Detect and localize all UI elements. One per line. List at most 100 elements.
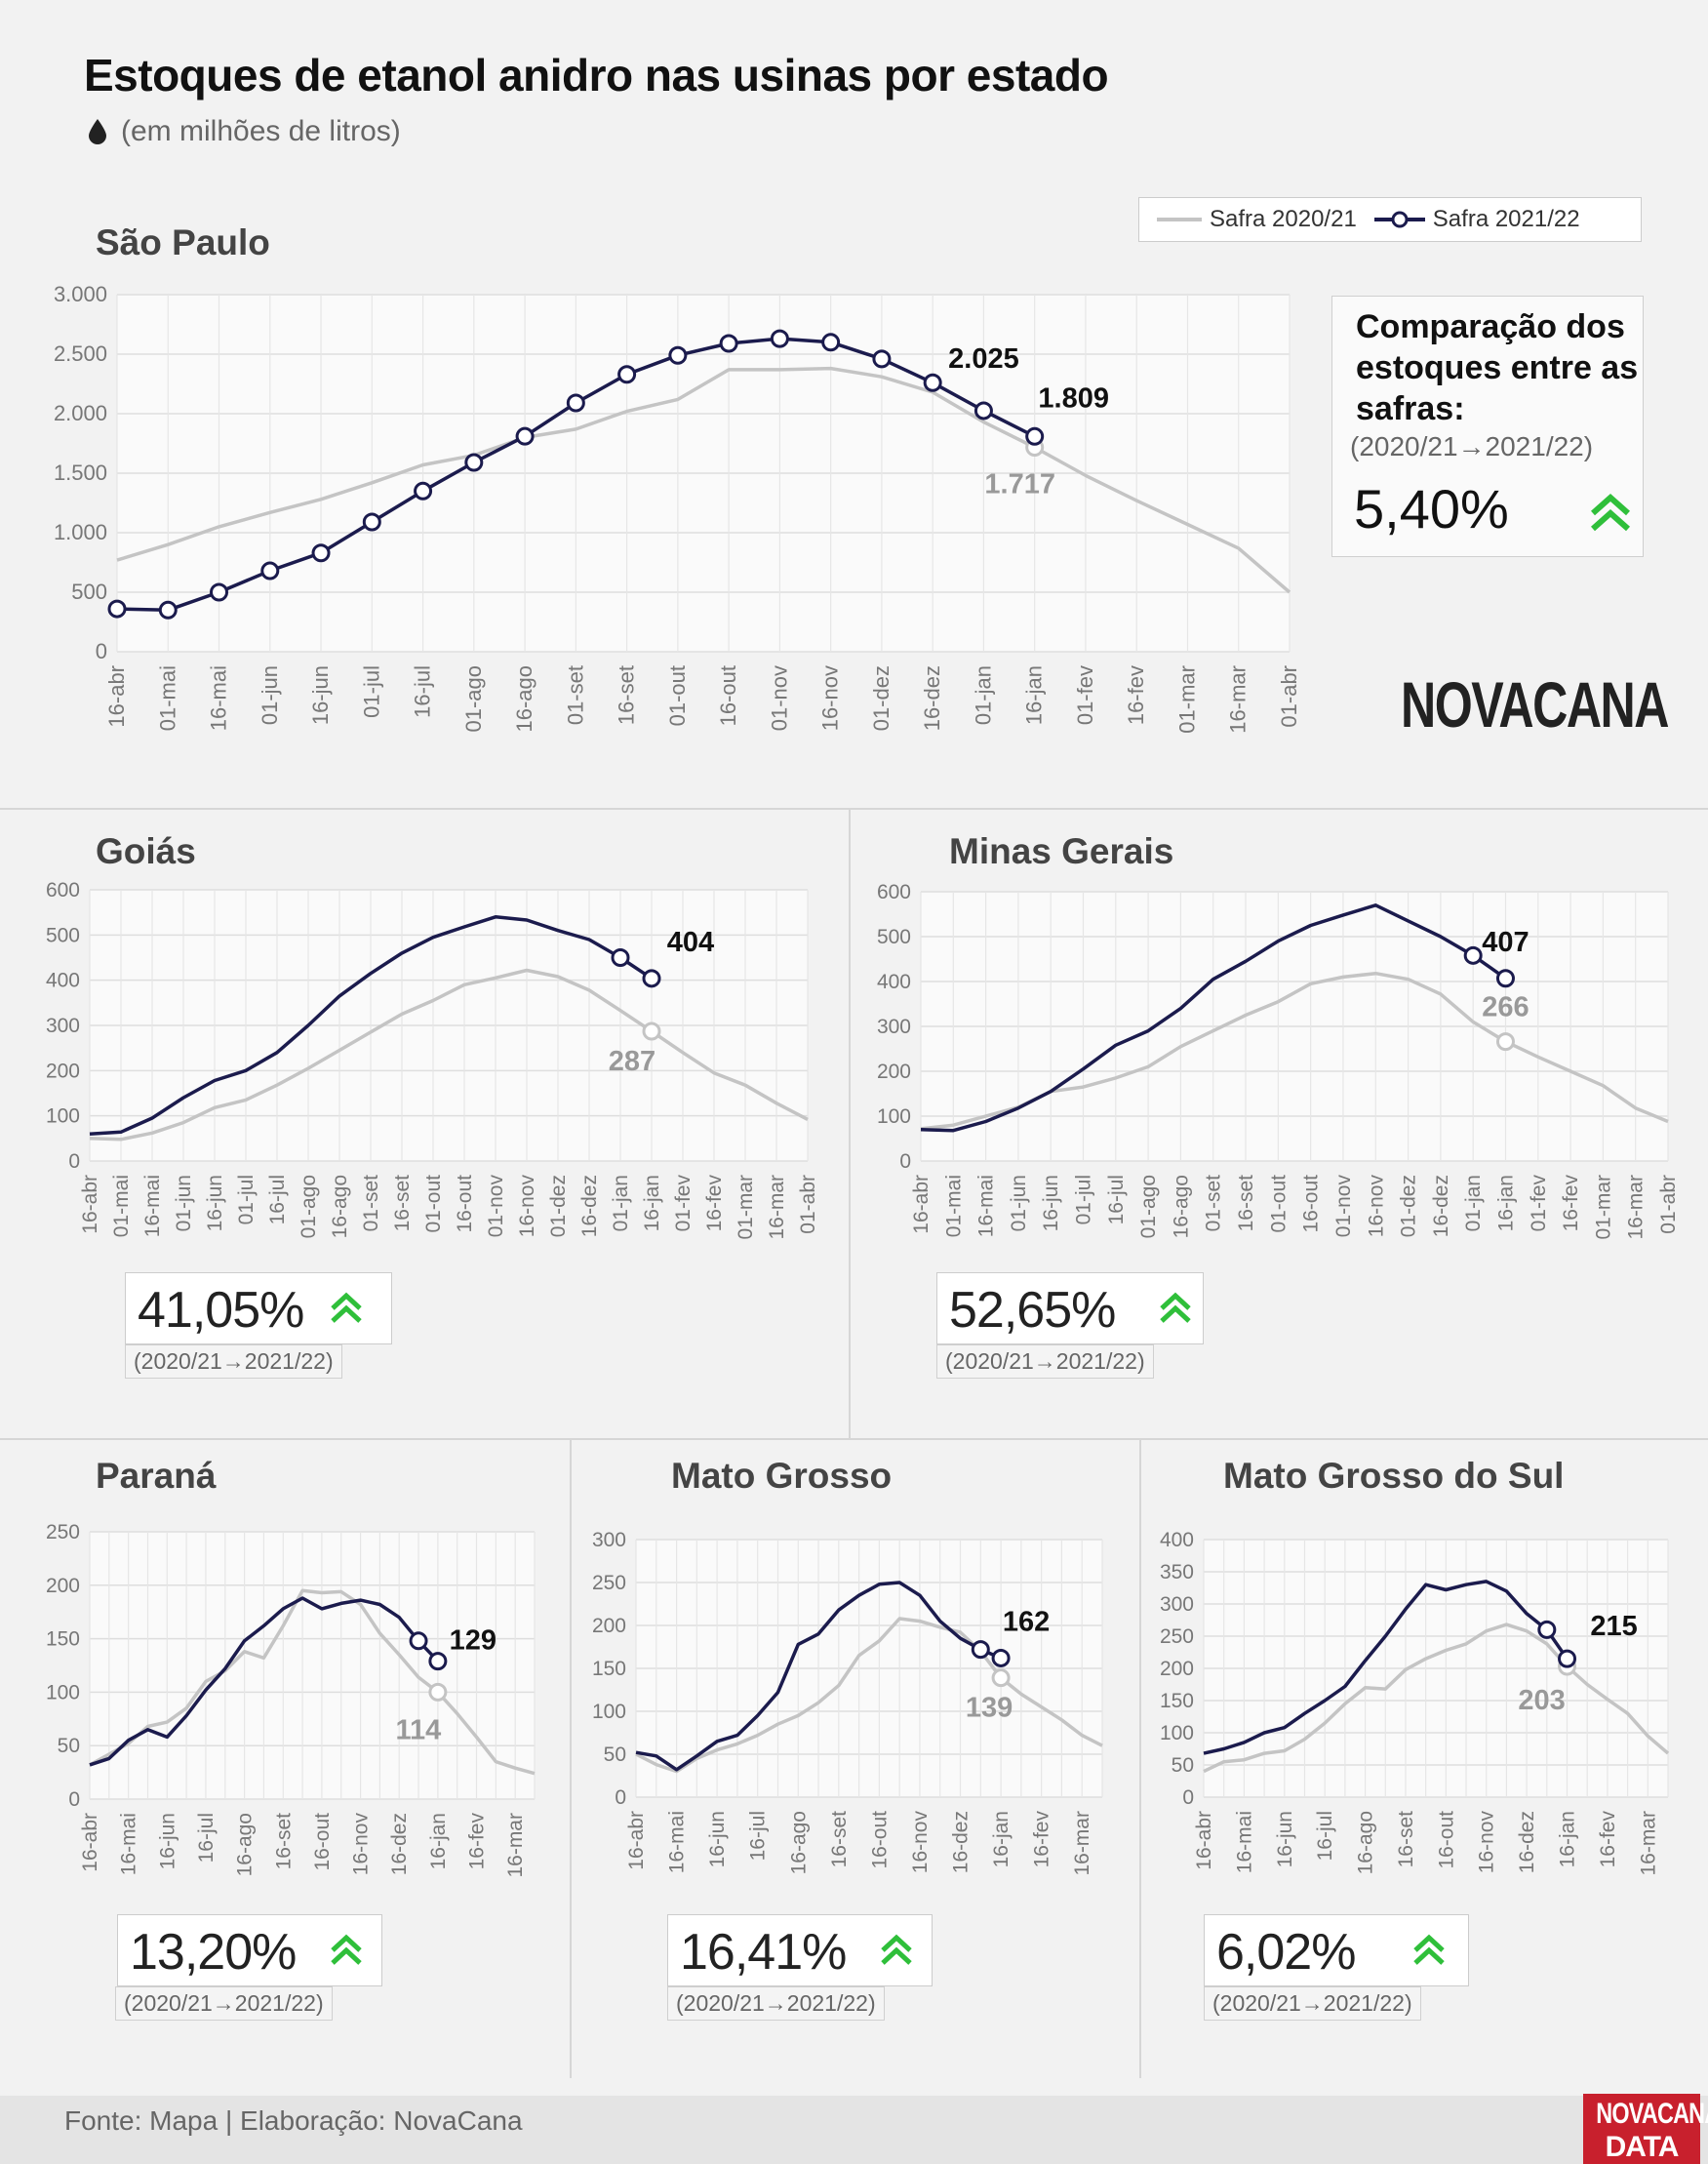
x-tick-label: 01-out	[422, 1175, 445, 1233]
x-tick-label: 16-abr	[1193, 1811, 1215, 1870]
data-point-2020	[428, 1682, 448, 1702]
x-tick-label: 16-jul	[411, 665, 435, 718]
novacana-logo: NOVACANA	[1401, 668, 1669, 741]
double-chevron-up-icon	[881, 1934, 912, 1965]
y-tick-label: 2.500	[54, 341, 107, 366]
x-tick-label: 01-jan	[610, 1175, 632, 1231]
series-line-2020	[1203, 1623, 1670, 1774]
percent-box-ms: 6,02%	[1204, 1914, 1469, 1986]
data-point-2021	[210, 582, 229, 602]
series-line-2020	[635, 1617, 1103, 1774]
value-label: 1.717	[984, 469, 1055, 501]
value-label: 215	[1590, 1611, 1637, 1642]
x-tick-label: 16-nov	[818, 665, 843, 731]
x-tick-label: 16-dez	[1430, 1175, 1452, 1237]
data-point-2021	[158, 600, 178, 620]
y-tick-label: 0	[68, 1150, 80, 1173]
x-tick-label: 01-out	[665, 665, 690, 726]
source-note: Fonte: Mapa | Elaboração: NovaCana	[64, 2105, 523, 2136]
y-tick-label: 150	[592, 1658, 626, 1680]
x-tick-label: 16-fev	[1560, 1175, 1582, 1232]
y-tick-label: 600	[877, 881, 911, 903]
x-tick-label: 16-jun	[1274, 1811, 1296, 1867]
x-tick-label: 16-set	[391, 1175, 414, 1232]
x-tick-label: 16-jun	[156, 1813, 179, 1869]
x-tick-label: 16-out	[716, 665, 740, 726]
x-tick-label: 16-jul	[1314, 1811, 1336, 1861]
data-point-2021	[642, 969, 661, 988]
data-point-2020	[642, 1022, 661, 1041]
y-tick-label: 50	[604, 1743, 626, 1766]
x-tick-label: 01-nov	[767, 665, 791, 731]
comparison-range: (2020/21→2021/22)	[1350, 431, 1594, 461]
comparison-heading: Comparação dos estoques entre as safras:	[1356, 308, 1639, 427]
double-chevron-up-icon	[1413, 1934, 1445, 1965]
y-tick-label: 500	[46, 924, 80, 946]
chart-mt: 0 50 100 150 200 250 300 16-abr 16-mai 16-jun 16-j…	[592, 1529, 1103, 1876]
y-tick-label: 150	[46, 1628, 80, 1651]
data-point-2021	[668, 345, 688, 365]
x-tick-label: 01-ago	[461, 665, 486, 733]
x-tick-label: 16-jun	[706, 1811, 729, 1867]
series-line-2020	[89, 968, 809, 1142]
x-tick-label: 01-jan	[1462, 1175, 1485, 1231]
percent-box-mg: 52,65%	[936, 1272, 1204, 1344]
y-tick-label: 200	[46, 1060, 80, 1082]
data-point-2021	[414, 481, 433, 501]
data-point-2021	[1495, 969, 1515, 988]
x-tick-label: 16-mai	[666, 1811, 689, 1873]
x-tick-label: 16-fev	[703, 1175, 726, 1232]
value-label: 266	[1482, 992, 1529, 1023]
series-line-2021	[1203, 1580, 1569, 1755]
x-tick-label: 01-mai	[942, 1175, 965, 1237]
y-tick-label: 250	[46, 1521, 80, 1543]
range-label-mt: (2020/21→2021/22)	[667, 1986, 885, 2021]
x-tick-label: 16-mar	[1637, 1811, 1659, 1876]
x-tick-label: 16-jul	[1105, 1175, 1128, 1224]
chart-mg: 0 100 200 300 400 500 600 16-abr 01-mai 16-mai 01-…	[877, 881, 1680, 1240]
divider	[1139, 1440, 1141, 2078]
x-tick-label: 01-abr	[1657, 1175, 1680, 1234]
data-point-2021	[617, 365, 637, 384]
y-tick-label: 100	[877, 1105, 911, 1128]
percent-value-go: 41,05%	[138, 1282, 304, 1339]
y-tick-label: 0	[68, 1788, 80, 1811]
data-point-2021	[311, 543, 331, 563]
data-point-2021	[973, 401, 993, 421]
y-tick-label: 600	[46, 879, 80, 902]
value-label: 203	[1518, 1685, 1565, 1716]
comparison-box: Comparação dos estoques entre as safras:…	[1331, 296, 1644, 557]
x-tick-label: 16-jan	[1557, 1811, 1579, 1867]
value-label: 1.809	[1038, 382, 1109, 414]
y-tick-label: 150	[1160, 1690, 1194, 1712]
x-tick-label: 01-jan	[971, 665, 995, 725]
x-tick-label: 16-jan	[1494, 1175, 1517, 1231]
percent-box-go: 41,05%	[125, 1272, 392, 1344]
y-tick-label: 400	[46, 970, 80, 992]
x-tick-label: 16-mai	[118, 1813, 140, 1875]
data-point-2021	[991, 1648, 1011, 1667]
x-tick-label: 01-dez	[1398, 1175, 1420, 1237]
y-tick-label: 300	[877, 1016, 911, 1038]
data-point-2021	[770, 329, 789, 348]
x-tick-label: 01-jul	[359, 665, 383, 718]
data-point-2021	[515, 426, 535, 446]
divider	[849, 810, 851, 1438]
y-tick-label: 0	[899, 1150, 911, 1173]
x-tick-label: 16-ago	[787, 1811, 810, 1874]
x-tick-label: 16-out	[1300, 1175, 1323, 1233]
x-tick-label: 01-fev	[672, 1175, 695, 1232]
data-point-2020	[1495, 1032, 1515, 1052]
x-tick-label: 16-jun	[308, 665, 333, 725]
x-tick-label: 16-set	[1235, 1175, 1257, 1232]
y-tick-label: 400	[877, 971, 911, 993]
percent-value-ms: 6,02%	[1216, 1924, 1356, 1981]
percent-value-mt: 16,41%	[680, 1924, 847, 1981]
y-tick-label: 300	[592, 1529, 626, 1551]
y-tick-label: 100	[592, 1701, 626, 1723]
data-point-2021	[1463, 945, 1483, 965]
x-tick-label: 16-set	[272, 1813, 295, 1870]
y-tick-label: 200	[592, 1615, 626, 1637]
x-tick-label: 16-jan	[427, 1813, 450, 1869]
x-tick-label: 16-mai	[207, 665, 231, 731]
